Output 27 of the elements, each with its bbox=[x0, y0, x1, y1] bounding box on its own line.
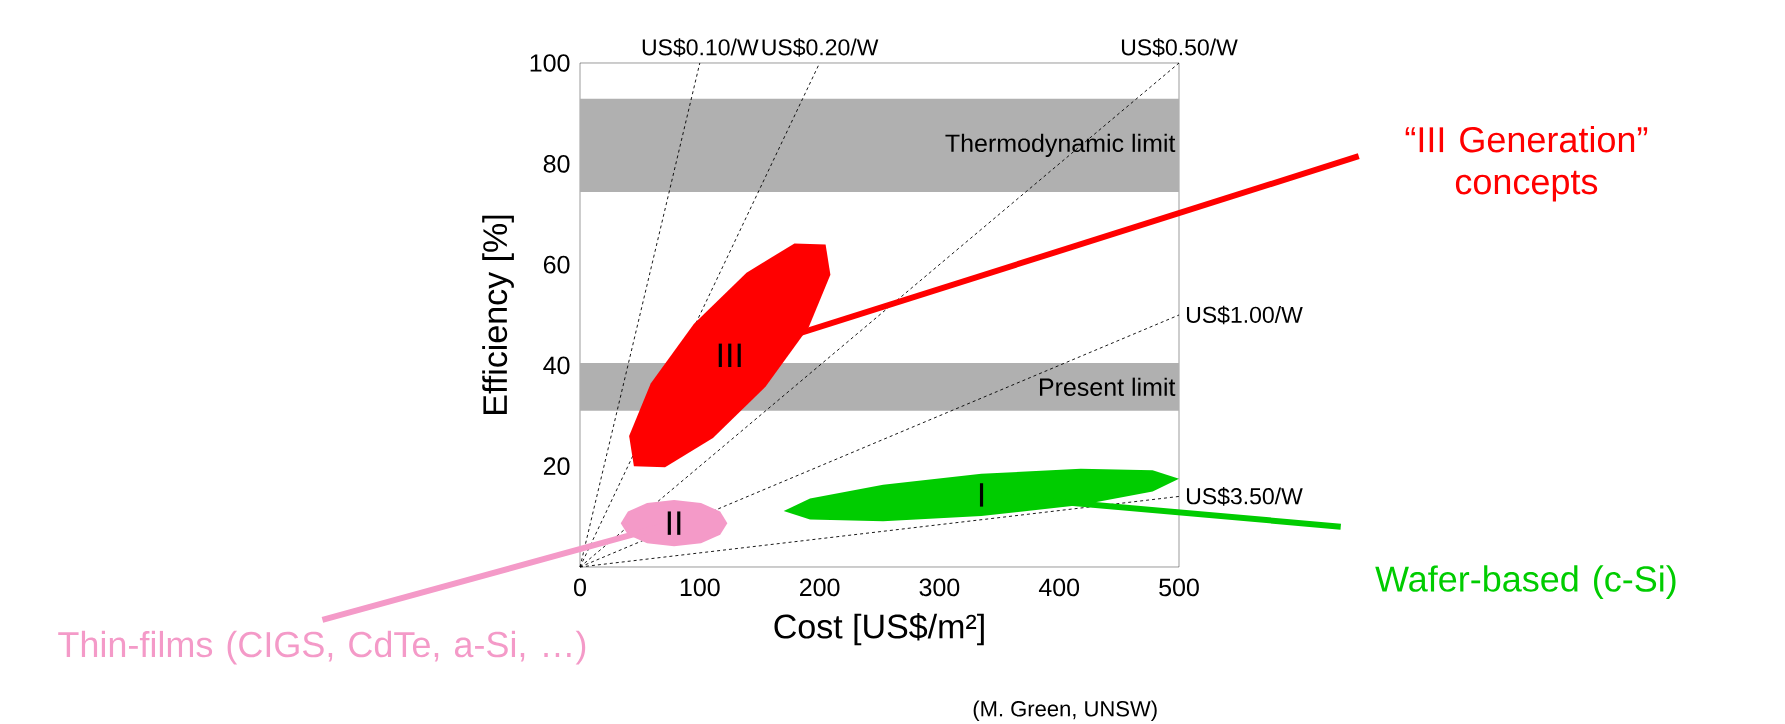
x-axis-title: Cost [US$/m²] bbox=[774, 612, 984, 646]
annotation: III bbox=[718, 343, 741, 367]
x-tick-label: 200 bbox=[800, 578, 840, 597]
x-tick-label: 100 bbox=[680, 578, 720, 597]
series-label: US$1.00/W bbox=[1186, 305, 1303, 325]
x-tick-label: 500 bbox=[1159, 578, 1199, 597]
y-tick-label: 60 bbox=[543, 255, 570, 274]
x-tick-label: 0 bbox=[574, 578, 586, 597]
y-tick-label: 80 bbox=[543, 154, 570, 173]
series-label: US$0.10/W bbox=[642, 38, 759, 57]
annotation: I bbox=[979, 483, 984, 507]
y-axis-title: Efficiency [%] bbox=[482, 215, 514, 414]
y-tick-label: 20 bbox=[543, 457, 570, 475]
text: Thin-films (CIGS, CdTe, a-Si, …) bbox=[58, 630, 586, 665]
y-tick-label: 40 bbox=[543, 356, 570, 375]
series-label: US$0.20/W bbox=[762, 38, 879, 57]
y-tick-label: 100 bbox=[530, 54, 570, 72]
series-label: US$0.50/W bbox=[1121, 38, 1238, 57]
text: (M. Green, UNSW) bbox=[973, 700, 1157, 721]
x-tick-label: 400 bbox=[1038, 578, 1080, 597]
text: “III Generation” concepts bbox=[1405, 125, 1648, 202]
band-label: Present limit bbox=[1039, 377, 1176, 396]
band-label: Thermodynamic limit bbox=[945, 133, 1176, 157]
x-tick-label: 300 bbox=[919, 578, 960, 597]
annotation: II bbox=[667, 511, 681, 535]
text: Wafer-based (c-Si) bbox=[1375, 565, 1676, 599]
series-label: US$3.50/W bbox=[1186, 487, 1303, 506]
